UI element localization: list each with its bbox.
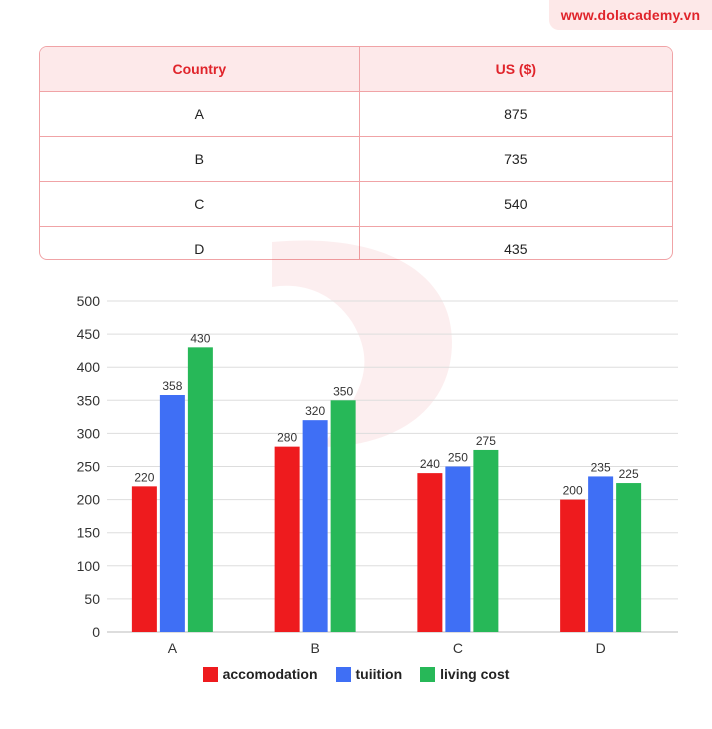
legend-item: living cost xyxy=(420,666,509,682)
bar xyxy=(560,499,586,632)
legend-label: accomodation xyxy=(222,666,318,682)
data-label: 430 xyxy=(190,331,210,345)
cell-country: B xyxy=(40,136,360,182)
y-tick-label: 200 xyxy=(77,492,101,508)
legend-label: tuiition xyxy=(355,666,403,682)
table-row: A 875 xyxy=(40,91,672,137)
brand-url: www.dolacademy.vn xyxy=(560,7,701,23)
y-tick-label: 250 xyxy=(77,459,101,475)
bar-chart: 0 50 100 150 200 250 300 350 400 450 500 220 358 430 A… xyxy=(77,293,678,656)
cell-amount: 875 xyxy=(504,106,528,122)
y-tick-label: 0 xyxy=(92,624,100,640)
bar xyxy=(616,483,642,632)
y-tick-label: 100 xyxy=(77,558,101,574)
y-tick-label: 350 xyxy=(77,392,101,408)
legend-swatch xyxy=(202,666,218,682)
legend-item: tuiition xyxy=(335,666,403,682)
header-country: Country xyxy=(40,47,360,92)
cell-amount: 540 xyxy=(359,181,672,227)
bar xyxy=(131,486,157,632)
x-tick-label: B xyxy=(310,640,319,656)
legend-label: living cost xyxy=(440,666,510,682)
data-label: 275 xyxy=(476,434,496,448)
cell-amount: 435 xyxy=(359,226,672,259)
data-label: 250 xyxy=(448,451,468,465)
chart-legend: accomodation tuiition living cost xyxy=(0,666,712,682)
data-label: 350 xyxy=(333,384,353,398)
data-label: 220 xyxy=(134,470,154,484)
y-tick-label: 400 xyxy=(77,359,101,375)
y-tick-label: 300 xyxy=(77,425,101,441)
x-tick-label: A xyxy=(168,640,178,656)
bar xyxy=(187,347,213,632)
table-header-row: Country US ($) xyxy=(40,47,672,92)
data-label: 240 xyxy=(420,457,440,471)
y-tick-label: 150 xyxy=(77,525,101,541)
cell-country: D xyxy=(40,226,360,259)
bar xyxy=(417,473,443,632)
table-row: D 435 xyxy=(40,226,672,259)
bar xyxy=(330,400,356,632)
legend-item: accomodation xyxy=(202,666,318,682)
x-tick-label: D xyxy=(596,640,606,656)
y-tick-label: 450 xyxy=(77,326,101,342)
header-us-dollars: US ($) xyxy=(359,47,672,92)
data-label: 320 xyxy=(305,404,325,418)
legend-swatch xyxy=(335,666,351,682)
y-tick-label: 500 xyxy=(77,293,101,309)
data-label: 200 xyxy=(563,484,583,498)
bar xyxy=(588,476,614,632)
table-row: C 540 xyxy=(40,181,672,227)
cell-amount: 735 xyxy=(359,136,672,182)
bar xyxy=(445,466,471,632)
x-tick-label: C xyxy=(453,640,463,656)
brand-badge: www.dolacademy.vn xyxy=(549,0,712,30)
cost-table: Country US ($) A 875 B 735 C 540 D 435 xyxy=(39,46,673,260)
data-label: 225 xyxy=(619,467,639,481)
cell-country: C xyxy=(40,181,360,227)
cell-country: A xyxy=(40,91,360,137)
data-label: 358 xyxy=(162,379,182,393)
bar xyxy=(274,446,300,632)
bar xyxy=(159,395,185,632)
data-label: 235 xyxy=(591,460,611,474)
bar xyxy=(302,420,328,632)
y-tick-label: 50 xyxy=(84,591,100,607)
bar xyxy=(473,449,499,632)
table-row: B 735 xyxy=(40,136,672,182)
data-label: 280 xyxy=(277,431,297,445)
legend-swatch xyxy=(420,666,436,682)
